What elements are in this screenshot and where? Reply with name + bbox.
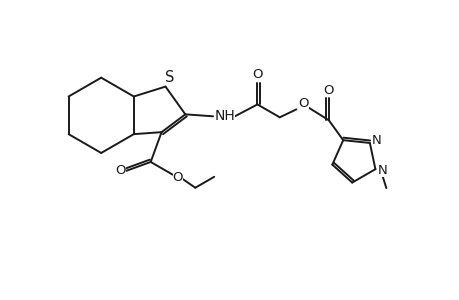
Text: O: O (115, 164, 125, 177)
Text: S: S (164, 70, 174, 85)
Text: N: N (371, 134, 381, 148)
Text: O: O (172, 171, 183, 184)
Text: O: O (297, 97, 308, 110)
Text: NH: NH (214, 109, 235, 123)
Text: N: N (377, 164, 386, 177)
Text: O: O (252, 68, 262, 81)
Text: O: O (323, 84, 333, 97)
